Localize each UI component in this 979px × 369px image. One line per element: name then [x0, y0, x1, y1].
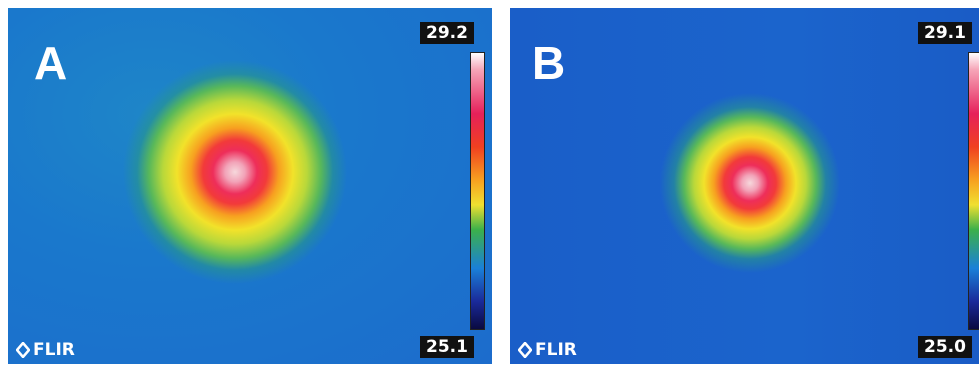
color-scale: [470, 52, 485, 330]
brand-logo: FLIR: [518, 340, 577, 360]
min-temp: 25.0: [918, 336, 972, 358]
brand-text: FLIR: [33, 340, 75, 360]
max-temp: 29.2: [420, 22, 474, 44]
brand-logo: FLIR: [16, 340, 75, 360]
panel-label: B: [532, 36, 565, 90]
min-temp: 25.1: [420, 336, 474, 358]
color-scale: [968, 52, 979, 330]
panel-label: A: [34, 36, 67, 90]
logo-icon: [518, 342, 532, 358]
thermal-image: A 29.2 25.1 FLIR: [8, 8, 492, 364]
max-temp: 29.1: [918, 22, 972, 44]
page: A 29.2 25.1 FLIR B 29.1 25.0 FLIR (() =>…: [0, 0, 979, 369]
logo-icon: [16, 342, 30, 358]
brand-text: FLIR: [535, 340, 577, 360]
thermal-image: B 29.1 25.0 FLIR: [510, 8, 979, 364]
